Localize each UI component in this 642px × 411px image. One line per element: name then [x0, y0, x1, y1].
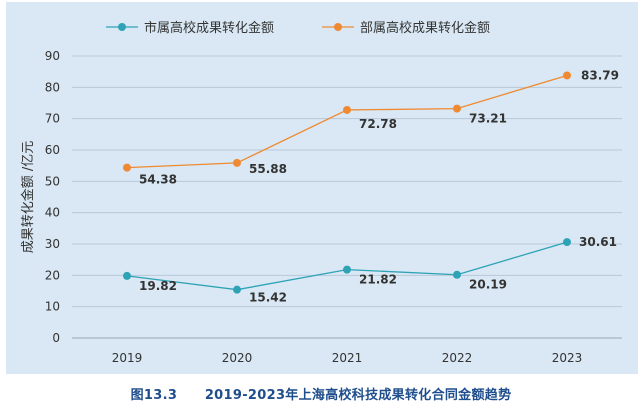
y-axis-label: 成果转化金额 /亿元 [20, 141, 36, 254]
data-point [233, 285, 241, 294]
data-point [563, 238, 571, 247]
data-point [563, 71, 571, 80]
y-tick-label: 40 [45, 206, 60, 220]
data-label: 54.38 [139, 173, 177, 187]
figure-caption: 图13.3 2019-2023年上海高校科技成果转化合同金额趋势 [0, 384, 642, 403]
y-tick-label: 10 [45, 300, 60, 314]
x-tick-label: 2020 [222, 351, 253, 365]
data-label: 20.19 [469, 278, 507, 292]
x-tick-label: 2022 [442, 351, 473, 365]
data-point [123, 163, 131, 172]
data-label: 72.78 [359, 117, 397, 131]
data-point [123, 271, 131, 280]
chart-panel: 0 10 20 30 40 50 60 70 80 90 2019 2020 2021 2022 2023 成… [6, 2, 638, 374]
data-point [453, 104, 461, 113]
legend-label: 市属高校成果转化金额 [144, 20, 274, 36]
y-tick-label: 30 [45, 237, 60, 251]
y-tick-label: 90 [45, 49, 60, 63]
y-tick-label: 20 [45, 268, 60, 282]
y-tick-label: 0 [52, 331, 60, 345]
x-tick-label: 2021 [332, 351, 363, 365]
y-tick-label: 80 [45, 80, 60, 94]
y-tick-label: 60 [45, 143, 60, 157]
data-label: 19.82 [139, 279, 177, 293]
data-label: 55.88 [249, 162, 287, 176]
figure-title: 2019-2023年上海高校科技成果转化合同金额趋势 [204, 388, 512, 403]
data-label: 83.79 [581, 68, 619, 82]
data-point [343, 265, 351, 274]
data-label: 15.42 [249, 291, 287, 305]
y-tick-label: 50 [45, 174, 60, 188]
line-chart: 0 10 20 30 40 50 60 70 80 90 2019 2020 2021 2022 2023 成… [20, 20, 622, 365]
data-label: 21.82 [359, 273, 397, 287]
data-label: 30.61 [579, 235, 617, 249]
x-tick-label: 2019 [112, 351, 143, 365]
y-tick-label: 70 [45, 112, 60, 126]
legend-label: 部属高校成果转化金额 [360, 20, 490, 36]
data-point [343, 105, 351, 114]
data-point [233, 158, 241, 167]
legend-marker [118, 23, 126, 31]
data-point [453, 270, 461, 279]
x-tick-label: 2023 [552, 351, 583, 365]
data-label: 73.21 [469, 112, 507, 126]
legend-marker [334, 23, 342, 31]
figure-number: 图13.3 [130, 388, 178, 403]
